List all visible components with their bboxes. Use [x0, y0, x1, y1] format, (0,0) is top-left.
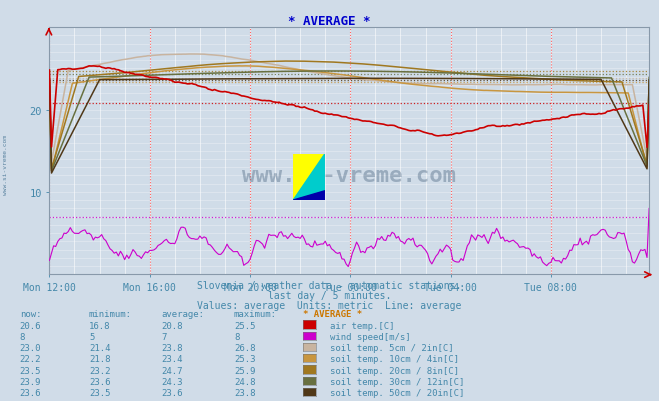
Text: 23.9: 23.9: [20, 377, 42, 386]
Text: soil temp. 50cm / 20in[C]: soil temp. 50cm / 20in[C]: [330, 388, 464, 397]
Text: average:: average:: [161, 310, 204, 318]
Text: * AVERAGE *: * AVERAGE *: [288, 15, 371, 28]
Text: 20.8: 20.8: [161, 321, 183, 330]
Text: 20.6: 20.6: [20, 321, 42, 330]
Text: 5: 5: [89, 332, 94, 341]
Text: 23.0: 23.0: [20, 343, 42, 352]
Text: wind speed[m/s]: wind speed[m/s]: [330, 332, 410, 341]
Polygon shape: [293, 154, 325, 200]
Text: 8: 8: [20, 332, 25, 341]
Text: 21.8: 21.8: [89, 354, 111, 363]
Text: 25.3: 25.3: [234, 354, 256, 363]
Text: www.si-vreme.com: www.si-vreme.com: [3, 134, 8, 194]
Text: soil temp. 30cm / 12in[C]: soil temp. 30cm / 12in[C]: [330, 377, 464, 386]
Text: www.si-vreme.com: www.si-vreme.com: [243, 166, 456, 186]
Text: 23.8: 23.8: [161, 343, 183, 352]
Text: 23.6: 23.6: [89, 377, 111, 386]
Text: 24.8: 24.8: [234, 377, 256, 386]
Text: Values: average  Units: metric  Line: average: Values: average Units: metric Line: aver…: [197, 300, 462, 310]
Text: 22.2: 22.2: [20, 354, 42, 363]
Text: 23.6: 23.6: [20, 388, 42, 397]
Text: 7: 7: [161, 332, 167, 341]
Text: 26.8: 26.8: [234, 343, 256, 352]
Polygon shape: [293, 154, 325, 200]
Text: last day / 5 minutes.: last day / 5 minutes.: [268, 290, 391, 300]
Text: 23.5: 23.5: [20, 366, 42, 375]
Text: minimum:: minimum:: [89, 310, 132, 318]
Text: 25.9: 25.9: [234, 366, 256, 375]
Text: soil temp. 10cm / 4in[C]: soil temp. 10cm / 4in[C]: [330, 354, 459, 363]
Text: 24.7: 24.7: [161, 366, 183, 375]
Text: 25.5: 25.5: [234, 321, 256, 330]
Text: 23.2: 23.2: [89, 366, 111, 375]
Text: 8: 8: [234, 332, 239, 341]
Text: 16.8: 16.8: [89, 321, 111, 330]
Text: soil temp. 20cm / 8in[C]: soil temp. 20cm / 8in[C]: [330, 366, 459, 375]
Text: 23.8: 23.8: [234, 388, 256, 397]
Text: soil temp. 5cm / 2in[C]: soil temp. 5cm / 2in[C]: [330, 343, 453, 352]
Polygon shape: [293, 191, 325, 200]
Text: * AVERAGE *: * AVERAGE *: [303, 310, 362, 318]
Text: Slovenia / weather data - automatic stations.: Slovenia / weather data - automatic stat…: [197, 280, 462, 290]
Text: 24.3: 24.3: [161, 377, 183, 386]
Text: 23.5: 23.5: [89, 388, 111, 397]
Text: maximum:: maximum:: [234, 310, 277, 318]
Text: now:: now:: [20, 310, 42, 318]
Text: 21.4: 21.4: [89, 343, 111, 352]
Text: 23.4: 23.4: [161, 354, 183, 363]
Text: 23.6: 23.6: [161, 388, 183, 397]
Text: air temp.[C]: air temp.[C]: [330, 321, 394, 330]
